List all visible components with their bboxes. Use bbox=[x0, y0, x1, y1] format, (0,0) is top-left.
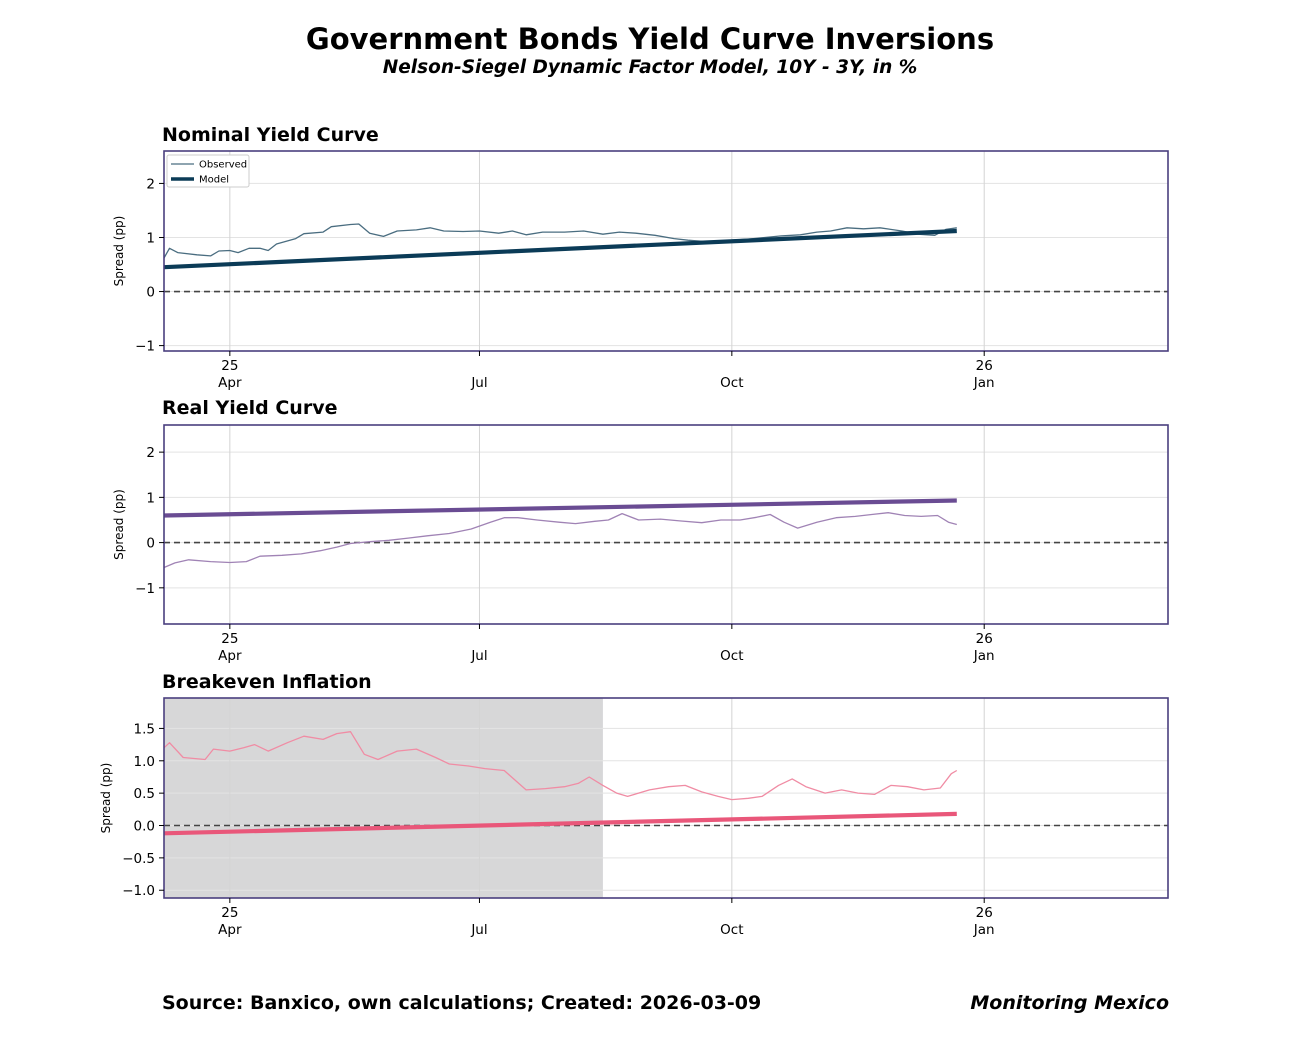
x-tick-label-line: 25 bbox=[221, 358, 238, 374]
x-tick-label-line: Jul bbox=[470, 922, 487, 938]
series-line-1 bbox=[163, 811, 957, 836]
y-tick-label-0: −1 bbox=[135, 339, 155, 355]
x-tick-label-line: Oct bbox=[720, 375, 743, 391]
y-tick-label-3: 0.5 bbox=[134, 786, 155, 802]
x-tick-label-2: Oct bbox=[720, 375, 743, 391]
x-tick-label-line: 26 bbox=[976, 905, 993, 921]
page-title: Government Bonds Yield Curve Inversions bbox=[305, 22, 995, 56]
y-axis-label: Spread (pp) bbox=[99, 763, 113, 834]
y-tick-label-0: −1.0 bbox=[122, 883, 155, 899]
x-tick-label-line: 26 bbox=[976, 358, 993, 374]
panel-title-nominal: Nominal Yield Curve bbox=[162, 124, 379, 146]
x-tick-label-line: 25 bbox=[221, 631, 238, 647]
panel-title-real: Real Yield Curve bbox=[162, 397, 338, 419]
y-tick-label-1: 0 bbox=[146, 536, 155, 552]
x-tick-label-2: Oct bbox=[720, 648, 743, 664]
series-line-0 bbox=[163, 512, 957, 569]
x-tick-label-line: Jan bbox=[973, 648, 995, 664]
x-tick-label-0: 25 Apr bbox=[218, 631, 242, 664]
page-subtitle: Nelson-Siegel Dynamic Factor Model, 10Y … bbox=[382, 57, 918, 78]
y-axis-label: Spread (pp) bbox=[112, 489, 126, 560]
x-tick-label-line: Apr bbox=[218, 648, 242, 664]
chart-panel-0: −1 0 1 2 Spread (pp) 25 Apr Jul Oct 26 Jan Observed… bbox=[112, 150, 1169, 391]
x-tick-label-1: Jul bbox=[470, 922, 487, 938]
x-tick-label-1: Jul bbox=[470, 648, 487, 664]
x-tick-label-0: 25 Apr bbox=[218, 905, 242, 938]
x-tick-label-line: 25 bbox=[221, 905, 238, 921]
legend-entry-1: Model bbox=[199, 175, 229, 186]
y-tick-label-0: −1 bbox=[135, 581, 155, 597]
x-tick-label-3: 26 Jan bbox=[973, 631, 995, 664]
legend-entry-0: Observed bbox=[199, 160, 247, 171]
x-tick-label-line: Apr bbox=[218, 375, 242, 391]
y-tick-label-3: 2 bbox=[146, 445, 155, 461]
source-note: Source: Banxico, own calculations; Creat… bbox=[162, 992, 762, 1014]
y-tick-label-2: 1 bbox=[146, 230, 155, 246]
panel-title-breakeven: Breakeven Inflation bbox=[162, 671, 372, 693]
y-axis-label: Spread (pp) bbox=[112, 216, 126, 287]
y-tick-label-1: −0.5 bbox=[122, 851, 155, 867]
series-line-1 bbox=[163, 228, 957, 270]
shaded-region bbox=[164, 698, 603, 898]
series-line-0 bbox=[163, 731, 958, 801]
x-tick-label-line: Oct bbox=[720, 648, 743, 664]
y-tick-label-4: 1.0 bbox=[134, 754, 155, 770]
x-tick-label-line: Jul bbox=[470, 375, 487, 391]
x-tick-label-line: 26 bbox=[976, 631, 993, 647]
series-line-1 bbox=[163, 498, 957, 518]
x-tick-label-0: 25 Apr bbox=[218, 358, 242, 391]
x-tick-label-line: Apr bbox=[218, 922, 242, 938]
y-tick-label-2: 0.0 bbox=[134, 819, 155, 835]
plot-frame bbox=[163, 150, 1169, 352]
y-tick-label-5: 1.5 bbox=[134, 721, 155, 737]
x-tick-label-2: Oct bbox=[720, 922, 743, 938]
y-tick-label-2: 1 bbox=[146, 490, 155, 506]
x-tick-label-1: Jul bbox=[470, 375, 487, 391]
y-tick-label-1: 0 bbox=[146, 285, 155, 301]
chart-panel-1: −1 0 1 2 Spread (pp) 25 Apr Jul Oct 26 Jan bbox=[112, 424, 1169, 664]
y-tick-label-3: 2 bbox=[146, 176, 155, 192]
x-tick-label-line: Oct bbox=[720, 922, 743, 938]
x-tick-label-3: 26 Jan bbox=[973, 358, 995, 391]
series-line-0 bbox=[163, 223, 957, 259]
chart-panel-2: −1.0 −0.5 0.0 0.5 1.0 1.5 Spread (pp) 25 Apr Jul O… bbox=[99, 697, 1169, 938]
plot-frame bbox=[163, 424, 1169, 625]
x-tick-label-line: Jul bbox=[470, 648, 487, 664]
x-tick-label-line: Jan bbox=[973, 375, 995, 391]
brand-label: Monitoring Mexico bbox=[970, 992, 1169, 1014]
plot-frame bbox=[163, 697, 1169, 899]
x-tick-label-line: Jan bbox=[973, 922, 995, 938]
x-tick-label-3: 26 Jan bbox=[973, 905, 995, 938]
